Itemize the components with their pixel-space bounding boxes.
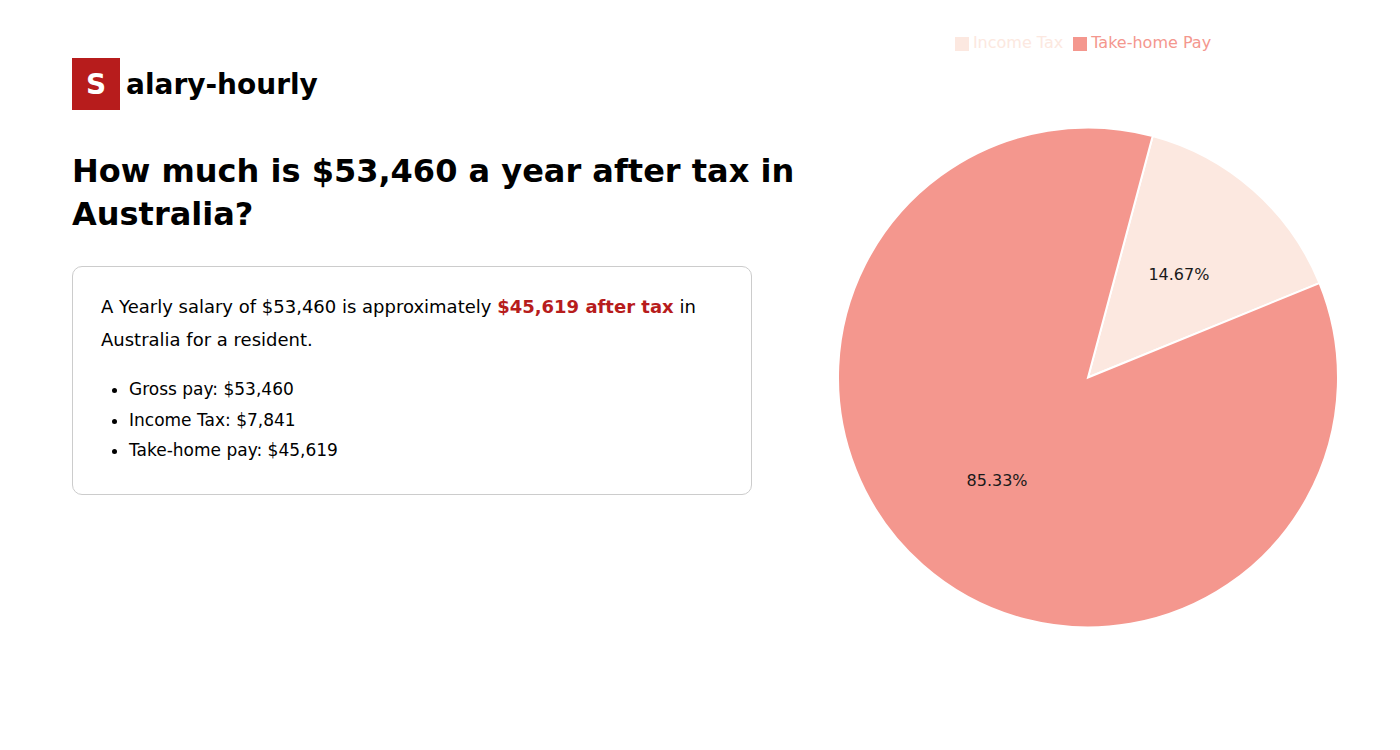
html-text:Australia for a resident.: Australia for a resident. — [101, 328, 313, 350]
svg-text:85.33%: 85.33% — [967, 471, 1028, 490]
html-text:A Yearly salary of $53,460 is: A Yearly salary of $53,460 is approximat… — [101, 296, 696, 318]
html-text:Take-home Pay: Take-home Pay — [1091, 33, 1212, 52]
html-text:alary-hourly: alary-hourly — [126, 67, 318, 101]
html-text:Income Tax: Income Tax — [972, 33, 1064, 52]
svg-text:14.67%: 14.67% — [1148, 265, 1209, 284]
html-text:Gross pay: $53,460: Gross pay: $53,460 — [129, 379, 294, 400]
html-text:S: S — [85, 67, 107, 101]
html-text:Take-home pay: $45,619: Take-home pay: $45,619 — [129, 440, 338, 461]
html-text:Income Tax: $7,841: Income Tax: $7,841 — [129, 409, 296, 430]
html-text:How much is $53,460 a year aft: How much is $53,460 a year after tax in … — [72, 152, 795, 234]
